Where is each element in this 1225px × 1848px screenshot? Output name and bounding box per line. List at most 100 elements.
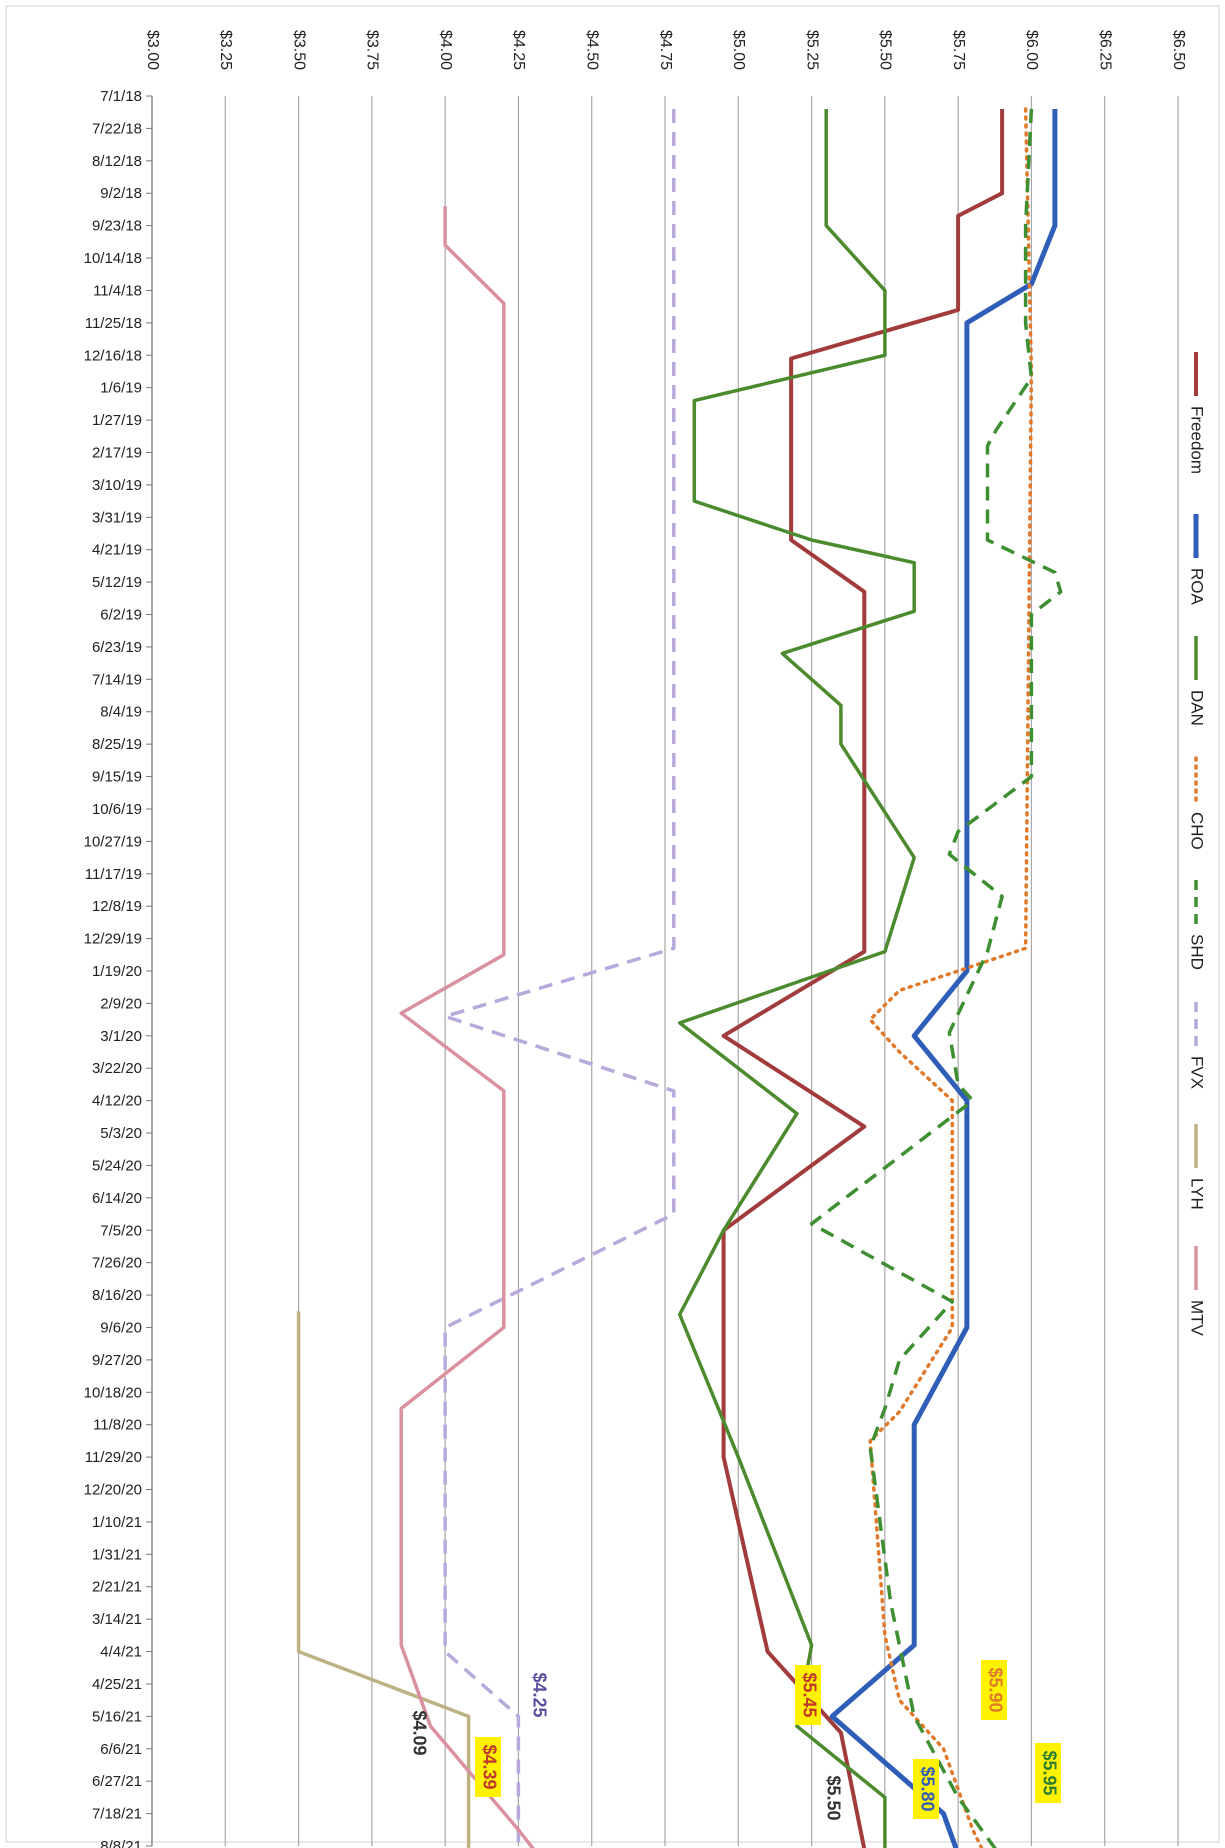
y-tick-label: 9/27/20 — [92, 1352, 142, 1369]
x-tick-label: $3.75 — [364, 30, 381, 70]
legend-label-lyh: LYH — [1188, 1178, 1207, 1210]
x-tick-label: $5.50 — [877, 30, 894, 70]
y-tick-label: 11/8/20 — [93, 1417, 142, 1434]
y-tick-label: 4/4/21 — [100, 1644, 142, 1661]
end-label-highlight — [1035, 1743, 1061, 1803]
end-value-label: $5.90 — [985, 1667, 1005, 1712]
legend-label-fvx: FVX — [1188, 1056, 1207, 1089]
y-tick-label: 1/27/19 — [92, 412, 142, 429]
y-tick-label: 6/2/19 — [100, 607, 142, 624]
y-tick-label: 8/8/21 — [100, 1838, 142, 1848]
y-tick-label: 7/22/18 — [92, 120, 142, 137]
y-tick-label: 5/12/19 — [92, 574, 142, 591]
y-tick-label: 6/6/21 — [100, 1741, 142, 1758]
series-line-mtv — [399, 206, 535, 1848]
x-tick-label: $4.75 — [657, 30, 674, 70]
y-tick-label: 6/27/21 — [92, 1773, 142, 1790]
y-tick-label: 7/26/20 — [92, 1255, 142, 1272]
y-tick-label: 4/21/19 — [92, 542, 142, 559]
y-tick-label: 3/22/20 — [92, 1060, 142, 1077]
chart-border — [5, 5, 1220, 1843]
x-tick-label: $5.00 — [730, 30, 747, 70]
y-tick-label: 1/31/21 — [92, 1546, 142, 1563]
end-label-highlight — [475, 1737, 501, 1797]
y-tick-label: 9/6/20 — [100, 1319, 142, 1336]
end-value-label: $5.50 — [823, 1775, 843, 1820]
x-tick-label: $3.00 — [144, 30, 161, 70]
y-tick-label: 10/18/20 — [84, 1384, 142, 1401]
y-tick-label: 11/17/19 — [85, 866, 142, 883]
y-tick-label: 7/14/19 — [92, 671, 142, 688]
y-tick-label: 8/16/20 — [92, 1287, 142, 1304]
y-tick-label: 3/10/19 — [92, 477, 142, 494]
x-tick-label: $3.25 — [217, 30, 234, 70]
y-tick-label: 11/4/18 — [93, 282, 142, 299]
series-line-freedom — [721, 109, 1005, 1848]
y-tick-label: 2/9/20 — [100, 995, 142, 1012]
x-tick-label: $5.75 — [950, 30, 967, 70]
y-tick-label: 2/17/19 — [92, 444, 142, 461]
y-tick-label: 5/24/20 — [92, 1157, 142, 1174]
y-tick-label: 7/5/20 — [100, 1222, 142, 1239]
y-tick-label: 4/25/21 — [92, 1676, 142, 1693]
y-tick-label: 3/31/19 — [92, 509, 142, 526]
legend-label-freedom: Freedom — [1188, 406, 1207, 474]
y-tick-label: 5/3/20 — [100, 1125, 142, 1142]
legend-label-dan: DAN — [1188, 690, 1207, 726]
y-tick-label: 9/15/19 — [92, 769, 142, 786]
y-tick-label: 6/14/20 — [92, 1190, 142, 1207]
legend-label-mtv: MTV — [1188, 1300, 1207, 1337]
y-tick-label: 11/25/18 — [85, 315, 142, 332]
y-tick-label: 12/8/19 — [92, 898, 142, 915]
y-tick-label: 8/4/19 — [100, 704, 142, 721]
y-tick-label: 10/14/18 — [84, 250, 142, 267]
y-tick-label: 6/23/19 — [92, 639, 142, 656]
end-label-highlight — [795, 1665, 821, 1725]
end-value-label: $5.95 — [1039, 1750, 1059, 1795]
y-tick-label: 9/23/18 — [92, 218, 142, 235]
y-tick-label: 8/25/19 — [92, 736, 142, 753]
x-tick-label: $4.25 — [510, 30, 527, 70]
legend-label-roa: ROA — [1188, 568, 1207, 606]
x-tick-label: $6.50 — [1170, 30, 1187, 70]
y-tick-label: 2/21/21 — [92, 1579, 142, 1596]
y-tick-label: 12/29/19 — [84, 931, 142, 948]
x-tick-label: $4.50 — [583, 30, 600, 70]
y-tick-label: 4/12/20 — [92, 1093, 142, 1110]
x-tick-label: $6.25 — [1096, 30, 1113, 70]
series-line-lyh — [296, 1311, 471, 1848]
x-tick-label: $3.50 — [290, 30, 307, 70]
y-tick-label: 10/6/19 — [92, 801, 142, 818]
end-value-label: $4.39 — [479, 1744, 499, 1789]
y-tick-label: 9/2/18 — [100, 185, 142, 202]
y-tick-label: 7/1/18 — [100, 88, 142, 105]
y-tick-label: 7/18/21 — [92, 1806, 142, 1823]
x-tick-label: $4.00 — [437, 30, 454, 70]
end-label-highlight — [913, 1759, 939, 1819]
series-line-fvx — [443, 109, 676, 1848]
end-value-label: $5.80 — [917, 1766, 937, 1811]
end-value-label: $4.25 — [529, 1672, 549, 1717]
x-tick-label: $6.00 — [1023, 30, 1040, 70]
y-tick-label: 3/1/20 — [100, 1028, 142, 1045]
y-tick-label: 5/16/21 — [92, 1708, 142, 1725]
legend-label-cho: CHO — [1188, 812, 1207, 850]
y-tick-label: 11/29/20 — [85, 1449, 142, 1466]
series-line-dan — [677, 109, 916, 1848]
y-tick-label: 1/6/19 — [100, 380, 142, 397]
end-value-label: $4.09 — [409, 1710, 429, 1755]
series-line-roa — [829, 109, 1058, 1848]
y-tick-label: 8/12/18 — [92, 153, 142, 170]
y-tick-label: 12/20/20 — [84, 1482, 142, 1499]
series-line-cho — [868, 107, 1034, 1848]
legend-label-shd: SHD — [1188, 934, 1207, 970]
y-tick-label: 12/16/18 — [84, 347, 142, 364]
y-tick-label: 10/27/19 — [84, 833, 142, 850]
y-tick-label: 3/14/21 — [92, 1611, 142, 1628]
y-tick-label: 1/19/20 — [92, 963, 142, 980]
y-tick-label: 1/10/21 — [92, 1514, 142, 1531]
series-line-shd — [809, 108, 1063, 1848]
x-tick-label: $5.25 — [803, 30, 820, 70]
